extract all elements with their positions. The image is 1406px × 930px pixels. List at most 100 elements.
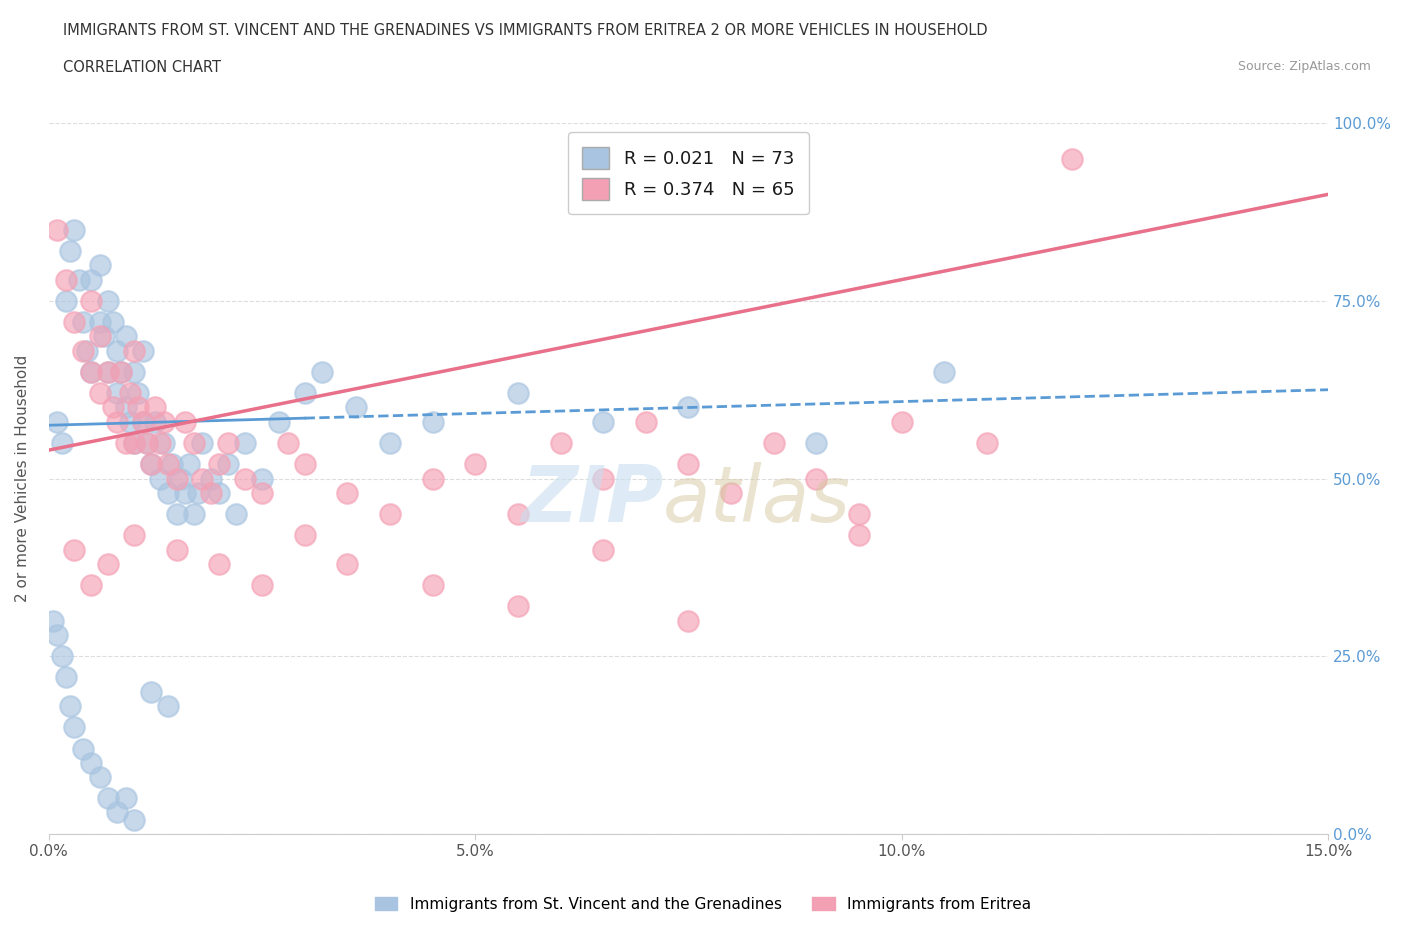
- Point: [153, 414, 176, 429]
- Point: [131, 343, 153, 358]
- Point: [127, 400, 149, 415]
- Point: [105, 805, 128, 820]
- Point: [110, 365, 132, 379]
- Point: [592, 472, 614, 486]
- Point: [217, 457, 239, 472]
- Point: [114, 435, 136, 450]
- Text: Source: ZipAtlas.com: Source: ZipAtlas.com: [1237, 60, 1371, 73]
- Point: [225, 507, 247, 522]
- Point: [592, 414, 614, 429]
- Point: [131, 414, 153, 429]
- Point: [344, 400, 367, 415]
- Point: [166, 507, 188, 522]
- Point: [105, 414, 128, 429]
- Point: [191, 472, 214, 486]
- Point: [170, 472, 193, 486]
- Point: [135, 435, 157, 450]
- Point: [762, 435, 785, 450]
- Point: [89, 386, 111, 401]
- Point: [162, 457, 184, 472]
- Point: [634, 414, 657, 429]
- Point: [277, 435, 299, 450]
- Point: [139, 457, 162, 472]
- Point: [131, 414, 153, 429]
- Point: [378, 435, 401, 450]
- Point: [336, 485, 359, 500]
- Point: [80, 365, 103, 379]
- Point: [46, 414, 69, 429]
- Point: [157, 485, 180, 500]
- Point: [63, 720, 86, 735]
- Y-axis label: 2 or more Vehicles in Household: 2 or more Vehicles in Household: [15, 355, 30, 602]
- Point: [55, 272, 77, 287]
- Point: [378, 507, 401, 522]
- Point: [122, 812, 145, 827]
- Point: [149, 472, 172, 486]
- Point: [105, 343, 128, 358]
- Point: [806, 472, 828, 486]
- Point: [678, 457, 700, 472]
- Point: [80, 272, 103, 287]
- Point: [89, 329, 111, 344]
- Point: [187, 485, 209, 500]
- Point: [122, 343, 145, 358]
- Point: [934, 365, 956, 379]
- Point: [46, 222, 69, 237]
- Point: [678, 613, 700, 628]
- Point: [422, 578, 444, 592]
- Text: atlas: atlas: [662, 462, 851, 538]
- Text: ZIP: ZIP: [520, 462, 662, 538]
- Point: [139, 457, 162, 472]
- Point: [166, 542, 188, 557]
- Point: [191, 435, 214, 450]
- Point: [80, 755, 103, 770]
- Point: [806, 435, 828, 450]
- Legend: R = 0.021   N = 73, R = 0.374   N = 65: R = 0.021 N = 73, R = 0.374 N = 65: [568, 132, 808, 214]
- Point: [118, 386, 141, 401]
- Point: [67, 272, 90, 287]
- Point: [122, 528, 145, 543]
- Point: [80, 365, 103, 379]
- Point: [848, 528, 870, 543]
- Point: [233, 472, 256, 486]
- Point: [294, 386, 316, 401]
- Point: [114, 329, 136, 344]
- Point: [720, 485, 742, 500]
- Point: [122, 365, 145, 379]
- Point: [890, 414, 912, 429]
- Point: [208, 457, 231, 472]
- Point: [89, 258, 111, 272]
- Point: [63, 314, 86, 329]
- Point: [51, 649, 73, 664]
- Point: [135, 435, 157, 450]
- Point: [59, 244, 82, 259]
- Point: [336, 556, 359, 571]
- Point: [101, 314, 124, 329]
- Point: [46, 628, 69, 643]
- Point: [1062, 152, 1084, 166]
- Legend: Immigrants from St. Vincent and the Grenadines, Immigrants from Eritrea: Immigrants from St. Vincent and the Gren…: [368, 890, 1038, 918]
- Point: [89, 314, 111, 329]
- Point: [250, 578, 273, 592]
- Point: [145, 400, 167, 415]
- Point: [80, 294, 103, 309]
- Point: [848, 507, 870, 522]
- Point: [72, 314, 94, 329]
- Point: [42, 613, 65, 628]
- Point: [63, 542, 86, 557]
- Point: [506, 507, 529, 522]
- Point: [55, 670, 77, 684]
- Point: [114, 790, 136, 805]
- Point: [422, 414, 444, 429]
- Point: [122, 435, 145, 450]
- Point: [72, 741, 94, 756]
- Point: [550, 435, 572, 450]
- Text: CORRELATION CHART: CORRELATION CHART: [63, 60, 221, 75]
- Point: [183, 435, 205, 450]
- Point: [89, 769, 111, 784]
- Point: [157, 698, 180, 713]
- Point: [97, 365, 120, 379]
- Point: [118, 414, 141, 429]
- Point: [208, 556, 231, 571]
- Point: [217, 435, 239, 450]
